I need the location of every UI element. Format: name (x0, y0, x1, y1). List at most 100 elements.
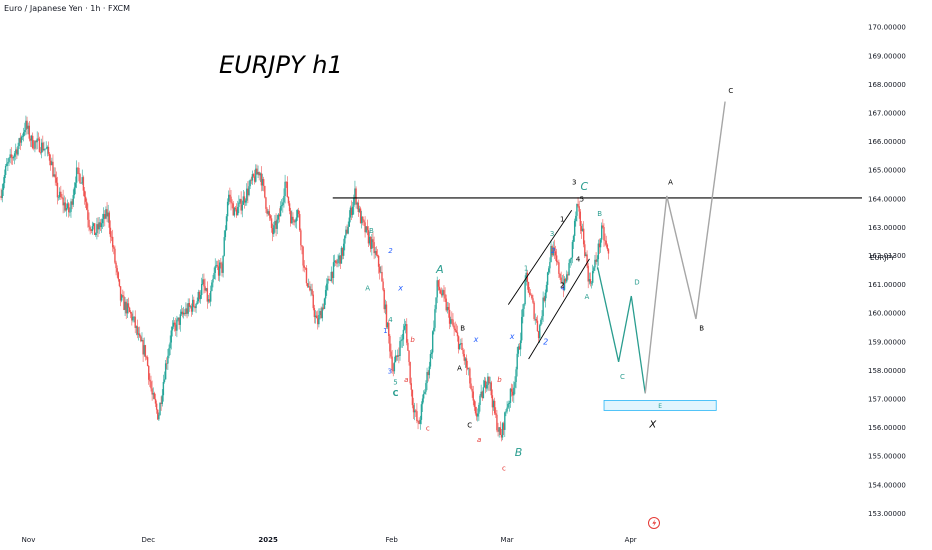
candle-body (413, 410, 416, 413)
candle-body (177, 317, 179, 320)
candle-body (490, 382, 492, 396)
candle-body (54, 174, 56, 178)
candle-body (285, 181, 287, 183)
candle-body (128, 307, 131, 312)
candle-body (540, 319, 542, 326)
wave-label: 3 (550, 230, 554, 238)
wave-label: 5 (580, 196, 584, 204)
candle-body (275, 220, 277, 229)
candle-body (594, 259, 596, 268)
candle-body (412, 405, 415, 413)
candle-body (7, 161, 9, 164)
candle-body (599, 239, 602, 248)
candle-body (431, 331, 434, 353)
candle-body (294, 221, 296, 223)
candle-body (188, 302, 191, 307)
wave-label: 4 (561, 284, 565, 292)
candle-body (508, 402, 511, 404)
candle-body (363, 220, 365, 223)
candle-body (397, 355, 399, 357)
candle-body (283, 196, 285, 203)
candle-body (258, 172, 260, 176)
candle-body (196, 301, 198, 304)
candle-body (332, 262, 335, 278)
candle-body (197, 291, 200, 302)
candle-body (461, 343, 463, 350)
candle-body (581, 228, 584, 231)
candle-body (259, 173, 261, 176)
candle-body (550, 246, 552, 263)
candle-body (448, 309, 451, 324)
candle-body (603, 227, 605, 241)
candle-body (459, 343, 461, 350)
y-tick-label: 156.00000 (868, 424, 906, 432)
candle-body (577, 203, 579, 207)
wave-label: c (426, 424, 430, 432)
candle-body (394, 355, 397, 363)
candle-body (167, 355, 169, 364)
candle-body (35, 141, 37, 143)
candle-body (388, 322, 390, 336)
candle-body (189, 306, 192, 307)
candle-body (233, 207, 236, 216)
candle-body (504, 412, 506, 430)
y-tick-label: 153.00000 (868, 510, 906, 518)
candle-body (160, 402, 162, 404)
candle-body (74, 182, 77, 188)
candle-body (562, 281, 565, 290)
candle-body (392, 370, 394, 372)
candle-body (373, 242, 375, 254)
candle-body (580, 226, 583, 231)
candle-body (27, 125, 29, 129)
wave-label: 3 (388, 367, 392, 375)
candle-body (90, 229, 92, 231)
candle-body (172, 322, 175, 327)
candle-body (590, 282, 593, 284)
candle-body (324, 289, 327, 299)
candle-body (477, 413, 479, 417)
candle-body (229, 194, 231, 197)
wave-label: x (397, 283, 403, 292)
candle-body (11, 157, 14, 159)
candle-body (194, 306, 196, 309)
candle-body (72, 195, 74, 205)
candle-body (193, 299, 195, 307)
candle-body (582, 228, 585, 245)
x-tick-label: Apr (625, 536, 637, 544)
channel-upper-line (507, 209, 573, 305)
candle-body (70, 201, 72, 212)
candle-body (134, 316, 136, 328)
candle-body (570, 257, 572, 260)
wave-label: B (597, 210, 602, 218)
time-axis: Nov Dec 2025 Feb Mar Apr (22, 536, 637, 544)
candle-body (20, 136, 23, 143)
candle-body (153, 393, 156, 399)
candle-body (133, 316, 135, 318)
candle-body (211, 282, 213, 292)
lightning-icon[interactable] (648, 517, 660, 529)
x-tick-label: Mar (500, 536, 513, 544)
candle-body (29, 138, 32, 141)
candle-body (116, 268, 118, 273)
candle-body (353, 197, 355, 207)
candle-body (544, 292, 547, 301)
wave-label: 1 (383, 327, 387, 335)
wave-label: 1 (560, 216, 564, 224)
candle-body (564, 278, 567, 282)
candle-body (88, 219, 90, 228)
candle-body (152, 393, 154, 395)
candle-body (384, 304, 387, 310)
candle-body (195, 303, 197, 309)
candle-body (323, 298, 326, 309)
candle-body (286, 181, 289, 197)
candle-body (381, 271, 383, 282)
candle-body (481, 391, 483, 399)
candle-body (303, 265, 305, 268)
candle-body (139, 333, 141, 337)
candle-body (64, 202, 67, 211)
candle-body (205, 288, 207, 291)
candle-body (371, 239, 373, 249)
candle-body (569, 259, 571, 264)
